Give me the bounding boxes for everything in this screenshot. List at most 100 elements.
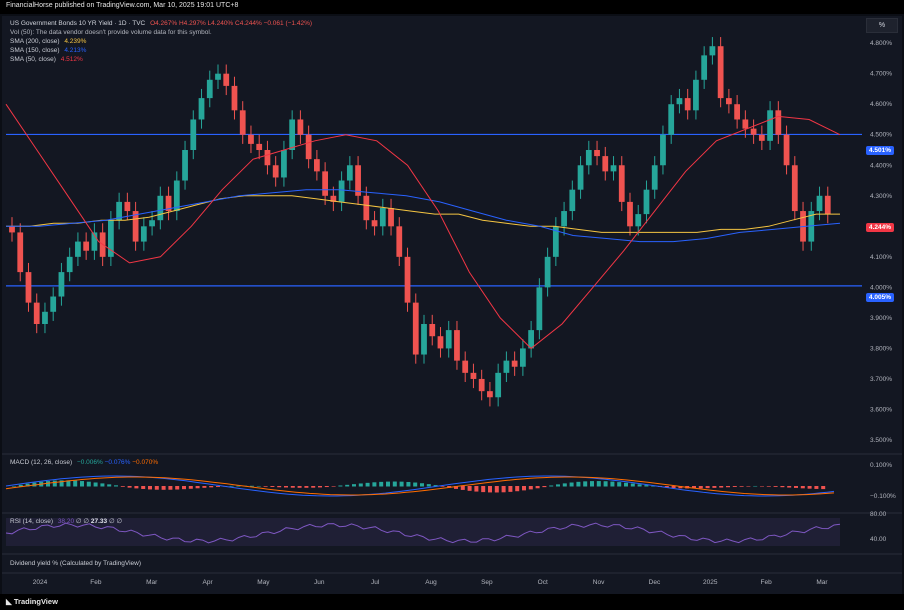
macd-histogram-bar: [284, 486, 288, 488]
candle-body: [635, 214, 642, 227]
candle-body: [454, 330, 460, 361]
sma150-legend: SMA (150, close) 4.213%: [10, 47, 86, 54]
macd-histogram-bar: [413, 482, 418, 487]
macd-histogram-bar: [311, 486, 316, 488]
candle-body: [528, 330, 535, 349]
time-axis-label: Feb: [90, 579, 102, 586]
macd-histogram-bar: [52, 480, 57, 487]
price-tick-label: 4.400%: [870, 162, 892, 169]
candle-body: [149, 220, 155, 227]
macd-histogram-bar: [678, 486, 683, 489]
macd-histogram-bar: [141, 486, 146, 489]
macd-histogram-bar: [93, 482, 98, 487]
candle-body: [239, 110, 246, 135]
macd-tick-label: 0.100%: [870, 462, 892, 469]
candle-body: [182, 150, 188, 181]
macd-histogram-bar: [154, 486, 159, 490]
price-tick-label: 4.000%: [870, 284, 892, 291]
ohlc-open: O4.267%: [150, 20, 178, 27]
macd-histogram-bar: [195, 486, 200, 489]
macd-tick-label: −0.100%: [870, 493, 896, 500]
candle-body: [379, 208, 386, 227]
sma50-value: 4.512%: [60, 56, 83, 63]
macd-histogram-bar: [379, 481, 384, 487]
macd-histogram-bar: [433, 485, 438, 487]
candle-body: [322, 171, 329, 196]
candle-body: [561, 211, 567, 227]
macd-histogram-bar: [719, 486, 724, 488]
macd-histogram-bar: [100, 483, 105, 487]
price-axis-area: [844, 16, 902, 594]
candle-body: [25, 272, 32, 303]
macd-legend: MACD (12, 26, close) −0.006% −0.076% −0.…: [10, 459, 158, 466]
scale-percent-button[interactable]: %: [866, 18, 898, 33]
macd-histogram-bar: [671, 486, 676, 488]
macd-histogram-bar: [161, 486, 166, 490]
ohlc-change: −0.061 (−1.42%): [263, 20, 313, 27]
candle-body: [363, 195, 370, 221]
candle-body: [346, 165, 353, 181]
macd-histogram-bar: [726, 486, 730, 488]
candle-body: [775, 110, 782, 135]
dividend-legend: Dividend yield % (Calculated by TradingV…: [10, 560, 142, 567]
rsi-value-4: 27.33: [90, 518, 108, 525]
brand-text: TradingView: [13, 597, 58, 606]
macd-histogram-bar: [780, 486, 785, 488]
candle-body: [206, 79, 213, 99]
candle-body: [536, 287, 543, 331]
price-tick-label: 4.800%: [870, 40, 892, 47]
sma200-label: SMA (200, close): [10, 38, 60, 45]
candle-body: [404, 256, 411, 303]
candle-body: [140, 226, 147, 242]
macd-histogram-bar: [127, 486, 132, 488]
candle-body: [223, 73, 230, 86]
candle-body: [585, 150, 592, 166]
macd-histogram-bar: [290, 486, 295, 488]
macd-histogram-bar: [637, 484, 642, 487]
candle-body: [165, 195, 172, 212]
rsi-line: [5, 522, 841, 544]
macd-histogram-bar: [617, 482, 622, 487]
chart-canvas[interactable]: 4.800%4.700%4.600%4.500%4.400%4.300%4.20…: [2, 16, 902, 594]
candle-body: [272, 165, 279, 178]
rsi-band: [6, 518, 840, 546]
chart-frame[interactable]: 4.800%4.700%4.600%4.500%4.400%4.300%4.20…: [2, 16, 902, 594]
price-tag-upper: 4.501%: [866, 146, 895, 155]
macd-value-3: −0.070%: [132, 459, 159, 466]
candle-body: [783, 134, 790, 166]
macd-histogram-bar: [712, 486, 717, 488]
macd-histogram-bar: [236, 485, 241, 487]
macd-histogram-bar: [188, 486, 193, 489]
macd-histogram-bar: [773, 486, 778, 487]
candle-body: [248, 134, 254, 144]
ohlc-close: C4.244%: [235, 20, 262, 27]
candle-body: [824, 195, 831, 215]
macd-histogram-bar: [182, 486, 186, 490]
price-tick-label: 3.800%: [870, 345, 892, 352]
candle-body: [594, 150, 600, 157]
macd-label: MACD (12, 26, close): [10, 459, 73, 466]
macd-histogram-bar: [528, 486, 533, 490]
candle-body: [50, 296, 57, 312]
candle-body: [91, 232, 98, 251]
macd-histogram-bar: [760, 486, 764, 487]
price-tick-label: 3.600%: [870, 406, 892, 413]
candle-body: [445, 330, 452, 349]
macd-histogram-bar: [624, 482, 628, 487]
macd-histogram-bar: [556, 484, 560, 487]
candle-body: [429, 324, 436, 337]
macd-histogram-bar: [338, 485, 343, 487]
candle-body: [627, 201, 633, 227]
candle-body: [511, 360, 518, 367]
sma50-line: [5, 103, 841, 350]
candle-body: [742, 119, 749, 129]
time-axis-label: 2025: [703, 579, 718, 586]
candle-body: [371, 220, 378, 227]
macd-histogram-bar: [535, 486, 540, 489]
candle-body: [709, 46, 716, 56]
macd-histogram-bar: [304, 486, 309, 488]
candle-body: [256, 143, 263, 150]
tradingview-logo[interactable]: ◣ TradingView: [6, 597, 58, 606]
macd-histogram-bar: [549, 485, 554, 487]
rsi-tick-label: 80.00: [870, 511, 887, 518]
